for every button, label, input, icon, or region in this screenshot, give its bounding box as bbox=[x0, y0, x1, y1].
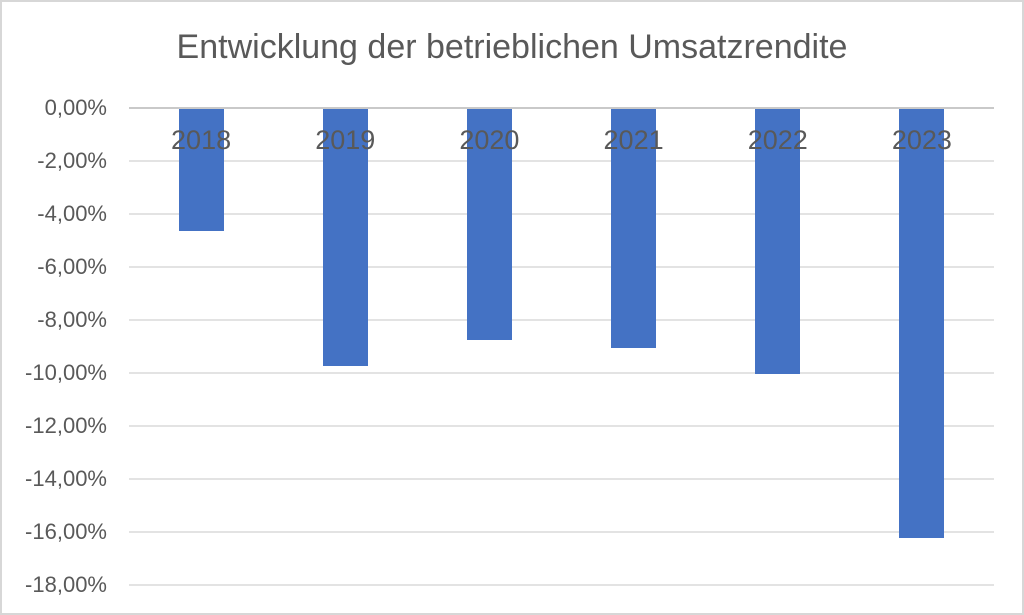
x-axis-category-label: 2018 bbox=[171, 125, 232, 155]
x-axis-category-label: 2023 bbox=[891, 125, 952, 155]
y-axis-tick-label: -4,00% bbox=[37, 201, 107, 226]
y-axis-tick-label: 0,00% bbox=[44, 95, 107, 120]
y-axis-tick-label: -14,00% bbox=[25, 466, 107, 491]
y-axis-tick-label: -12,00% bbox=[25, 413, 107, 438]
y-axis-tick-label: -16,00% bbox=[25, 519, 107, 544]
y-gridline bbox=[129, 478, 994, 480]
y-gridline bbox=[129, 531, 994, 533]
y-gridline bbox=[129, 213, 994, 215]
x-axis-category-label: 2019 bbox=[315, 125, 376, 155]
y-gridline bbox=[129, 266, 994, 268]
x-axis-category-label: 2022 bbox=[747, 125, 808, 155]
y-gridline bbox=[129, 160, 994, 162]
y-axis-tick-label: -18,00% bbox=[25, 572, 107, 597]
y-gridline bbox=[129, 425, 994, 427]
bar-2022 bbox=[755, 109, 801, 374]
bar-2018 bbox=[178, 109, 224, 231]
bar-2020 bbox=[466, 109, 512, 340]
bar-2023 bbox=[899, 109, 945, 539]
x-axis-zero-line bbox=[129, 107, 994, 109]
y-gridline bbox=[129, 584, 994, 586]
x-axis-category-label: 2021 bbox=[603, 125, 664, 155]
y-axis-tick-label: -10,00% bbox=[25, 360, 107, 385]
bar-2021 bbox=[611, 109, 657, 348]
y-gridline bbox=[129, 319, 994, 321]
y-axis-tick-label: -6,00% bbox=[37, 254, 107, 279]
chart-title: Entwicklung der betrieblichen Umsatzrend… bbox=[176, 28, 848, 66]
bar-2019 bbox=[322, 109, 368, 367]
plot-area: 2018 2019 2020 2021 2022 2023 bbox=[129, 107, 994, 586]
x-axis-category-label: 2020 bbox=[459, 125, 520, 155]
y-axis-tick-label: -8,00% bbox=[37, 307, 107, 332]
y-axis-tick-label: -2,00% bbox=[37, 148, 107, 173]
y-gridline bbox=[129, 372, 994, 374]
